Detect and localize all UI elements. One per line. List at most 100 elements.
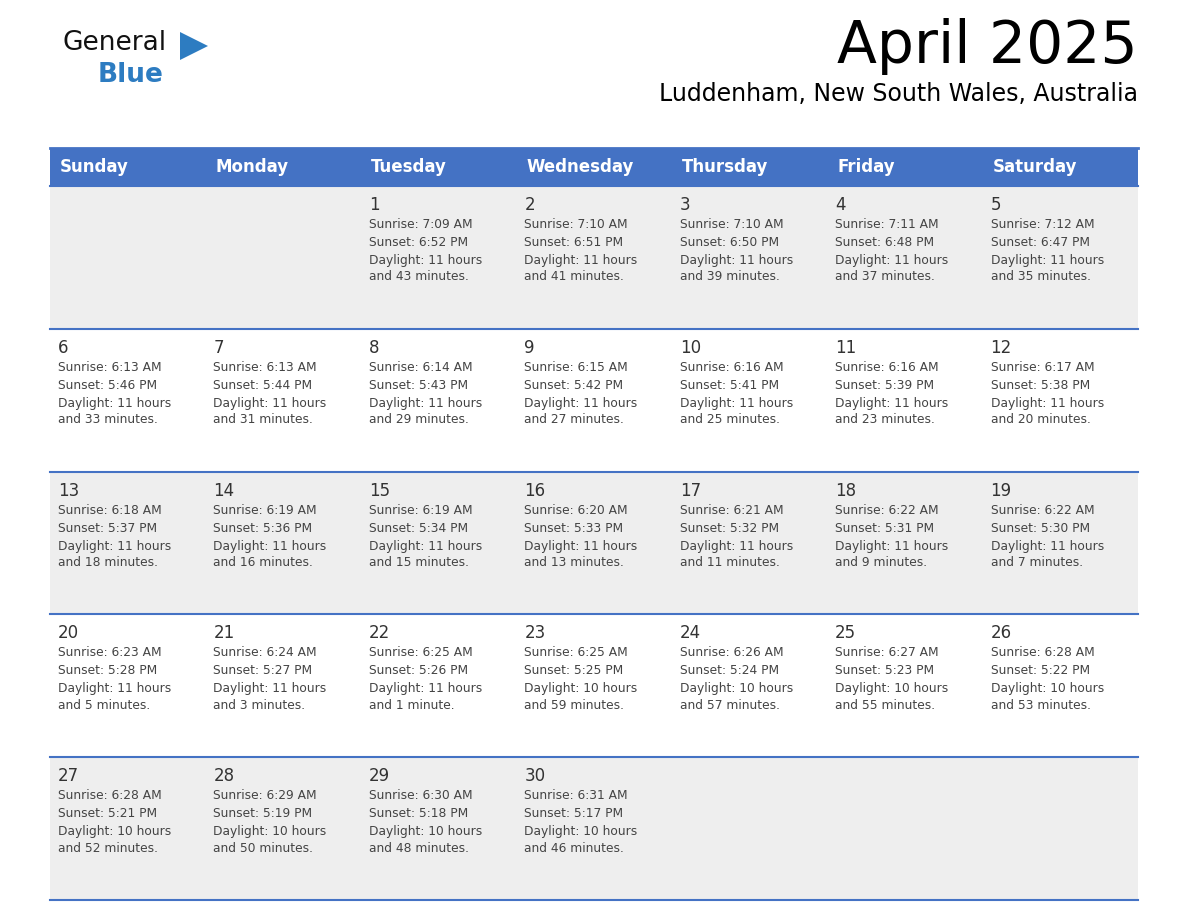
Text: 10: 10 <box>680 339 701 357</box>
Text: Sunrise: 6:25 AM: Sunrise: 6:25 AM <box>368 646 473 659</box>
Text: Daylight: 11 hours
and 20 minutes.: Daylight: 11 hours and 20 minutes. <box>991 397 1104 426</box>
Text: Sunrise: 6:27 AM: Sunrise: 6:27 AM <box>835 646 939 659</box>
Text: 16: 16 <box>524 482 545 499</box>
Text: 19: 19 <box>991 482 1012 499</box>
Text: Sunset: 6:50 PM: Sunset: 6:50 PM <box>680 236 779 249</box>
Text: 3: 3 <box>680 196 690 214</box>
Text: Wednesday: Wednesday <box>526 158 633 176</box>
Bar <box>517 614 671 757</box>
Text: Sunset: 5:41 PM: Sunset: 5:41 PM <box>680 379 779 392</box>
Text: Sunrise: 6:26 AM: Sunrise: 6:26 AM <box>680 646 783 659</box>
Text: General: General <box>62 30 166 56</box>
Text: Sunrise: 6:21 AM: Sunrise: 6:21 AM <box>680 504 783 517</box>
Text: Sunset: 5:22 PM: Sunset: 5:22 PM <box>991 665 1089 677</box>
Bar <box>50 757 206 900</box>
Text: Tuesday: Tuesday <box>371 158 447 176</box>
Bar <box>517 148 671 186</box>
Text: Daylight: 10 hours
and 53 minutes.: Daylight: 10 hours and 53 minutes. <box>991 682 1104 711</box>
Text: Sunrise: 7:10 AM: Sunrise: 7:10 AM <box>524 218 628 231</box>
Text: 1: 1 <box>368 196 379 214</box>
Text: 20: 20 <box>58 624 80 643</box>
Text: Sunday: Sunday <box>61 158 128 176</box>
Text: Daylight: 10 hours
and 52 minutes.: Daylight: 10 hours and 52 minutes. <box>58 825 171 855</box>
Text: Daylight: 11 hours
and 11 minutes.: Daylight: 11 hours and 11 minutes. <box>680 540 792 569</box>
Text: Sunrise: 6:25 AM: Sunrise: 6:25 AM <box>524 646 628 659</box>
Text: Sunset: 6:48 PM: Sunset: 6:48 PM <box>835 236 934 249</box>
Text: 9: 9 <box>524 339 535 357</box>
Text: 26: 26 <box>991 624 1012 643</box>
Bar <box>361 148 517 186</box>
Text: Sunset: 5:27 PM: Sunset: 5:27 PM <box>214 665 312 677</box>
Text: 17: 17 <box>680 482 701 499</box>
Text: Sunset: 5:26 PM: Sunset: 5:26 PM <box>368 665 468 677</box>
Text: Sunrise: 6:31 AM: Sunrise: 6:31 AM <box>524 789 628 802</box>
Text: Sunset: 6:51 PM: Sunset: 6:51 PM <box>524 236 624 249</box>
Text: Daylight: 11 hours
and 15 minutes.: Daylight: 11 hours and 15 minutes. <box>368 540 482 569</box>
Text: Sunset: 5:39 PM: Sunset: 5:39 PM <box>835 379 934 392</box>
Bar <box>827 329 982 472</box>
Text: 22: 22 <box>368 624 390 643</box>
Text: Sunset: 6:52 PM: Sunset: 6:52 PM <box>368 236 468 249</box>
Bar <box>982 186 1138 329</box>
Text: Sunset: 5:36 PM: Sunset: 5:36 PM <box>214 521 312 534</box>
Bar <box>517 329 671 472</box>
Text: Sunrise: 6:19 AM: Sunrise: 6:19 AM <box>214 504 317 517</box>
Text: Sunrise: 6:28 AM: Sunrise: 6:28 AM <box>58 789 162 802</box>
Text: Sunset: 5:34 PM: Sunset: 5:34 PM <box>368 521 468 534</box>
Text: Daylight: 10 hours
and 57 minutes.: Daylight: 10 hours and 57 minutes. <box>680 682 792 711</box>
Text: 7: 7 <box>214 339 223 357</box>
Bar <box>827 472 982 614</box>
Text: Daylight: 11 hours
and 18 minutes.: Daylight: 11 hours and 18 minutes. <box>58 540 171 569</box>
Text: Sunset: 5:21 PM: Sunset: 5:21 PM <box>58 807 157 820</box>
Text: Daylight: 11 hours
and 41 minutes.: Daylight: 11 hours and 41 minutes. <box>524 254 638 284</box>
Bar <box>517 472 671 614</box>
Text: 21: 21 <box>214 624 235 643</box>
Text: Daylight: 11 hours
and 43 minutes.: Daylight: 11 hours and 43 minutes. <box>368 254 482 284</box>
Text: 27: 27 <box>58 767 80 785</box>
Text: Daylight: 11 hours
and 37 minutes.: Daylight: 11 hours and 37 minutes. <box>835 254 948 284</box>
Text: Sunrise: 6:18 AM: Sunrise: 6:18 AM <box>58 504 162 517</box>
Bar <box>827 186 982 329</box>
Text: Daylight: 11 hours
and 39 minutes.: Daylight: 11 hours and 39 minutes. <box>680 254 792 284</box>
Text: Daylight: 10 hours
and 59 minutes.: Daylight: 10 hours and 59 minutes. <box>524 682 638 711</box>
Bar <box>517 186 671 329</box>
Text: Sunrise: 7:09 AM: Sunrise: 7:09 AM <box>368 218 473 231</box>
Text: Sunset: 5:37 PM: Sunset: 5:37 PM <box>58 521 157 534</box>
Text: 29: 29 <box>368 767 390 785</box>
Text: April 2025: April 2025 <box>838 18 1138 75</box>
Bar <box>206 186 361 329</box>
Bar <box>982 472 1138 614</box>
Bar <box>206 472 361 614</box>
Bar <box>361 186 517 329</box>
Text: 13: 13 <box>58 482 80 499</box>
Text: Sunrise: 6:24 AM: Sunrise: 6:24 AM <box>214 646 317 659</box>
Bar <box>50 472 206 614</box>
Text: Daylight: 10 hours
and 46 minutes.: Daylight: 10 hours and 46 minutes. <box>524 825 638 855</box>
Bar <box>361 614 517 757</box>
Text: Sunset: 5:33 PM: Sunset: 5:33 PM <box>524 521 624 534</box>
Text: Daylight: 11 hours
and 13 minutes.: Daylight: 11 hours and 13 minutes. <box>524 540 638 569</box>
Bar <box>671 472 827 614</box>
Text: Sunrise: 7:11 AM: Sunrise: 7:11 AM <box>835 218 939 231</box>
Text: Sunset: 5:30 PM: Sunset: 5:30 PM <box>991 521 1089 534</box>
Text: 8: 8 <box>368 339 379 357</box>
Text: Sunrise: 6:29 AM: Sunrise: 6:29 AM <box>214 789 317 802</box>
Text: 12: 12 <box>991 339 1012 357</box>
Text: Sunrise: 6:28 AM: Sunrise: 6:28 AM <box>991 646 1094 659</box>
Text: Daylight: 10 hours
and 55 minutes.: Daylight: 10 hours and 55 minutes. <box>835 682 948 711</box>
Text: Sunset: 5:32 PM: Sunset: 5:32 PM <box>680 521 779 534</box>
Text: Sunset: 5:44 PM: Sunset: 5:44 PM <box>214 379 312 392</box>
Bar <box>982 757 1138 900</box>
Bar <box>671 148 827 186</box>
Text: Sunset: 5:43 PM: Sunset: 5:43 PM <box>368 379 468 392</box>
Text: Daylight: 11 hours
and 16 minutes.: Daylight: 11 hours and 16 minutes. <box>214 540 327 569</box>
Text: Sunset: 5:24 PM: Sunset: 5:24 PM <box>680 665 779 677</box>
Text: Sunset: 5:46 PM: Sunset: 5:46 PM <box>58 379 157 392</box>
Text: Monday: Monday <box>215 158 289 176</box>
Text: Daylight: 11 hours
and 23 minutes.: Daylight: 11 hours and 23 minutes. <box>835 397 948 426</box>
Bar <box>671 329 827 472</box>
Text: Sunrise: 6:30 AM: Sunrise: 6:30 AM <box>368 789 473 802</box>
Text: Sunrise: 6:20 AM: Sunrise: 6:20 AM <box>524 504 628 517</box>
Text: 2: 2 <box>524 196 535 214</box>
Bar <box>50 329 206 472</box>
